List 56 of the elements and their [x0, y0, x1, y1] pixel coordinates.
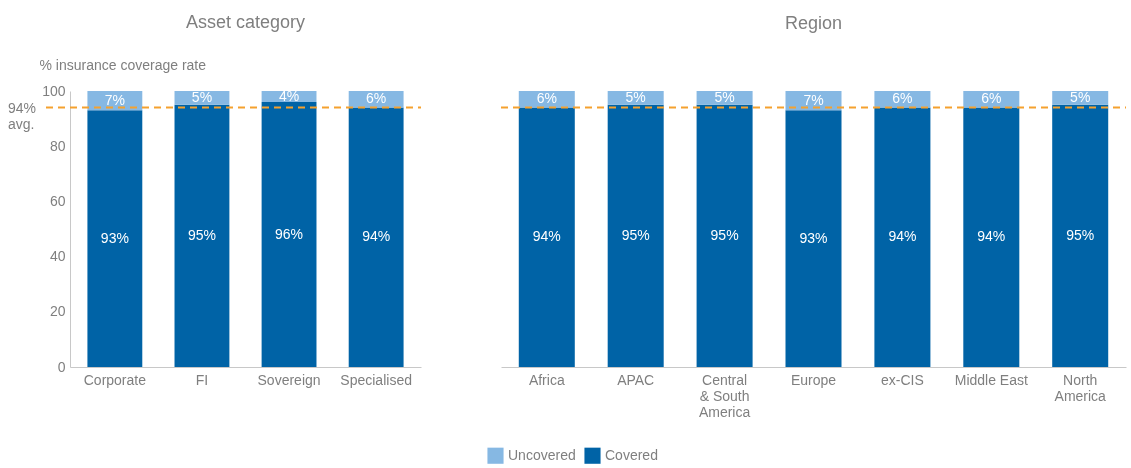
bar [261, 102, 317, 367]
data-label: 95% [187, 226, 216, 243]
bar [607, 104, 664, 367]
data-label: 4% [278, 87, 300, 104]
x-tick-label: Europe [790, 371, 837, 388]
x-tick-label: Sovereign [257, 371, 321, 388]
data-label: 96% [275, 225, 304, 242]
y-tick-label: 40 [49, 248, 66, 265]
legend-label: Covered [605, 446, 658, 463]
y-tick-label: 0 [57, 358, 66, 375]
data-label: 5% [714, 88, 735, 105]
data-label: 94% [362, 228, 391, 245]
y-axis-title: % insurance coverage rate [39, 56, 207, 73]
bar [1052, 104, 1109, 367]
data-label: 7% [104, 91, 125, 108]
y-tick-label: 20 [49, 303, 66, 320]
bar [174, 104, 230, 367]
chart-title: Region [784, 12, 843, 33]
chart-title: Asset category [185, 12, 306, 32]
data-label: 6% [366, 90, 387, 107]
x-tick-label: Central & South America [698, 371, 751, 420]
x-tick-label: Middle East [954, 371, 1028, 388]
data-label: 6% [892, 90, 913, 107]
x-tick-label: Africa [528, 371, 565, 388]
data-label: 93% [100, 229, 129, 246]
x-tick-label: Specialised [340, 371, 412, 388]
data-label: 5% [1070, 88, 1091, 105]
x-tick-label: North America [1054, 371, 1107, 404]
bar [785, 110, 842, 367]
y-tick-label: 100 [42, 82, 66, 99]
data-label: 5% [625, 88, 646, 105]
y-tick-label: 60 [49, 192, 66, 209]
bar [87, 110, 143, 367]
bar [518, 107, 575, 367]
x-tick-label: Corporate [83, 371, 147, 388]
x-tick-label: APAC [617, 371, 655, 388]
bar [963, 107, 1020, 367]
data-label: 95% [710, 226, 739, 243]
ref-line-label: 94% avg. [8, 99, 37, 132]
bar [348, 107, 404, 367]
bar [874, 107, 931, 367]
y-tick-label: 80 [49, 137, 66, 154]
data-label: 6% [536, 90, 557, 107]
data-label: 93% [799, 229, 828, 246]
x-tick-label: ex-CIS [881, 371, 924, 388]
data-label: 5% [191, 88, 213, 105]
data-label: 95% [1066, 226, 1095, 243]
data-label: 7% [803, 91, 824, 108]
data-label: 94% [532, 228, 561, 245]
legend-label: Uncovered [508, 446, 576, 463]
data-label: 6% [981, 90, 1002, 107]
bar [696, 104, 753, 367]
data-label: 94% [888, 228, 917, 245]
data-label: 94% [977, 228, 1006, 245]
data-label: 95% [621, 226, 650, 243]
x-tick-label: FI [195, 371, 209, 388]
